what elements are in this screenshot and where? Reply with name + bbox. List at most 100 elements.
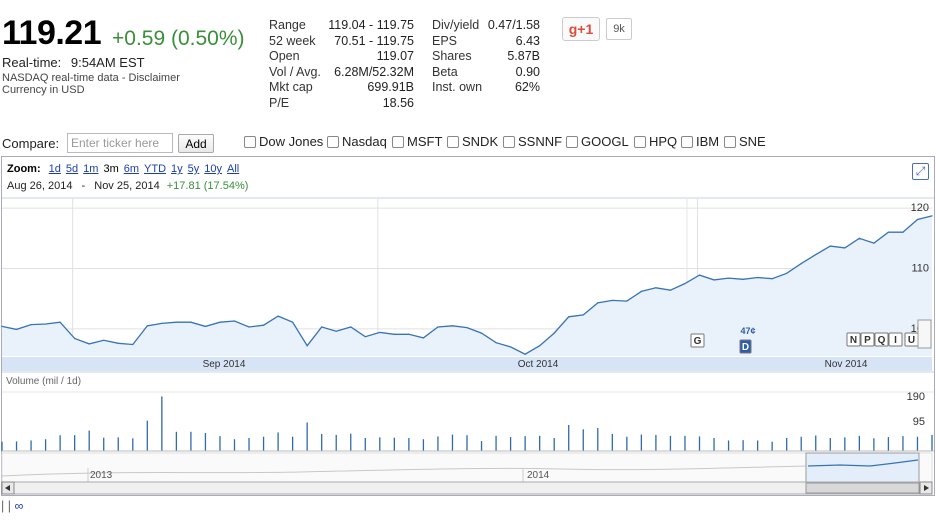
checkbox[interactable] [634, 135, 646, 148]
stat-value: 18.56 [382, 95, 414, 110]
stat-value: 62% [514, 80, 540, 94]
compare-msft[interactable]: MSFT [392, 134, 442, 149]
volume-tick-label: 95 [913, 416, 925, 428]
add-ticker-button[interactable]: Add [178, 134, 214, 153]
price-point [321, 326, 323, 328]
price-point [480, 332, 483, 334]
stat-value: 0.90 [515, 64, 540, 79]
price-point [844, 247, 846, 249]
chart-panel: Zoom: 1d 5d 1m 3m 6m YTD 1y 5y 10y All Aug 26, 20… [1, 156, 935, 496]
compare-ssnnf[interactable]: SSNNF [503, 134, 562, 149]
overview-navigator[interactable] [1, 452, 933, 483]
zoom-option-all[interactable]: All [227, 163, 240, 175]
event-marker-g-box[interactable] [690, 333, 705, 348]
zoom-bar: Zoom: 1d 5d 1m 3m 6m YTD 1y 5y 10y All [7, 163, 239, 175]
price-point [698, 274, 701, 276]
compare-ticker-label: Dow Jones [259, 134, 324, 149]
price-point [524, 353, 526, 355]
range-end[interactable]: Nov 25, 2014 [94, 180, 160, 192]
news-marker-i-box[interactable] [888, 332, 903, 347]
checkbox[interactable] [447, 135, 459, 148]
zoom-option-5y[interactable]: 5y [187, 163, 200, 175]
price-point [306, 345, 308, 347]
stat-row: EPS 6.43 [432, 34, 540, 49]
price-point [902, 231, 904, 233]
scroll-thumb[interactable] [805, 482, 920, 494]
price-point [233, 320, 236, 322]
price-point [59, 321, 61, 323]
compare-sne[interactable]: SNE [724, 134, 766, 149]
zoom-option-6m[interactable]: 6m [123, 163, 140, 175]
price-point [582, 314, 584, 316]
price-point [335, 330, 337, 332]
gplus-count-badge: 9k [606, 18, 632, 40]
news-marker-n: N [850, 335, 857, 346]
compare-ticker-label: MSFT [407, 134, 443, 149]
compare-googl[interactable]: GOOGL [566, 134, 629, 149]
last-price: 119.21 [2, 14, 102, 52]
checkbox[interactable] [724, 135, 736, 148]
price-point [931, 215, 933, 217]
zoom-option-1d[interactable]: 1d [48, 163, 61, 175]
month-tick-label: Oct 2014 [518, 359, 559, 370]
price-point [248, 326, 250, 328]
marker-stack-icon[interactable] [917, 319, 932, 349]
checkbox[interactable] [503, 135, 515, 148]
compare-dow-jones[interactable]: Dow Jones [244, 134, 323, 149]
checkbox[interactable] [327, 135, 339, 148]
compare-nasdaq[interactable]: Nasdaq [327, 134, 387, 149]
compare-ticker-label: GOOGL [581, 134, 629, 149]
stat-label: Div/yield [432, 18, 480, 32]
checkbox[interactable] [566, 135, 578, 148]
zoom-option-5d[interactable]: 5d [65, 163, 79, 175]
price-tick-label: 110 [911, 262, 929, 274]
price-point [393, 333, 395, 335]
zoom-option-1y[interactable]: 1y [171, 163, 183, 175]
price-point [219, 321, 221, 323]
price-point [916, 218, 919, 221]
ticker-input[interactable] [67, 133, 173, 153]
compare-ibm[interactable]: IBM [681, 134, 719, 149]
price-point [103, 339, 105, 341]
dividend-marker-box[interactable] [739, 339, 752, 354]
range-start[interactable]: Aug 26, 2014 [7, 180, 73, 192]
zoom-option-10y[interactable]: 10y [204, 163, 223, 175]
compare-ticker-label: SSNNF [518, 134, 563, 149]
checkbox[interactable] [681, 135, 693, 148]
data-source[interactable]: NASDAQ real-time data - Disclaimer [2, 72, 180, 84]
price-point [626, 300, 628, 302]
price-point [117, 342, 119, 344]
price-point [684, 282, 686, 285]
compare-sndk[interactable]: SNDK [447, 134, 498, 149]
volume-tick-label: 190 [907, 391, 925, 403]
zoom-option-1m[interactable]: 1m [83, 163, 99, 175]
news-marker-n-box[interactable] [846, 332, 861, 347]
compare-hpq[interactable]: HPQ [634, 134, 677, 149]
price-point [466, 327, 468, 329]
stat-row: Mkt cap 699.91B [269, 80, 414, 95]
price-point [15, 328, 18, 331]
stat-row: Div/yield 0.47/1.58 [432, 18, 540, 33]
zoom-option-3m[interactable]: 3m [103, 163, 119, 175]
checkbox[interactable] [244, 135, 256, 148]
overview-scrollbar[interactable] [1, 481, 933, 495]
stat-row: Vol / Avg. 6.28M/52.32M [269, 65, 414, 80]
price-point [640, 290, 642, 292]
price-point [713, 279, 715, 281]
price-point [553, 332, 555, 334]
google-plus-button[interactable]: g+1 [562, 17, 600, 41]
news-marker-q-box[interactable] [874, 332, 889, 347]
stat-value: 119.07 [376, 49, 414, 63]
expand-icon[interactable]: ⤢ [912, 163, 929, 180]
news-marker-p-box[interactable] [860, 332, 875, 347]
zoom-option-ytd[interactable]: YTD [144, 163, 167, 175]
checkbox[interactable] [392, 135, 404, 148]
stat-value: 5.87B [507, 49, 540, 63]
month-axis-band [2, 357, 932, 371]
dividend-amount: 47¢ [740, 326, 755, 336]
stat-row: P/E 18.56 [269, 96, 414, 111]
price-point [277, 315, 279, 317]
stat-value: 6.28M/52.32M [334, 64, 414, 79]
price-point [422, 337, 425, 339]
